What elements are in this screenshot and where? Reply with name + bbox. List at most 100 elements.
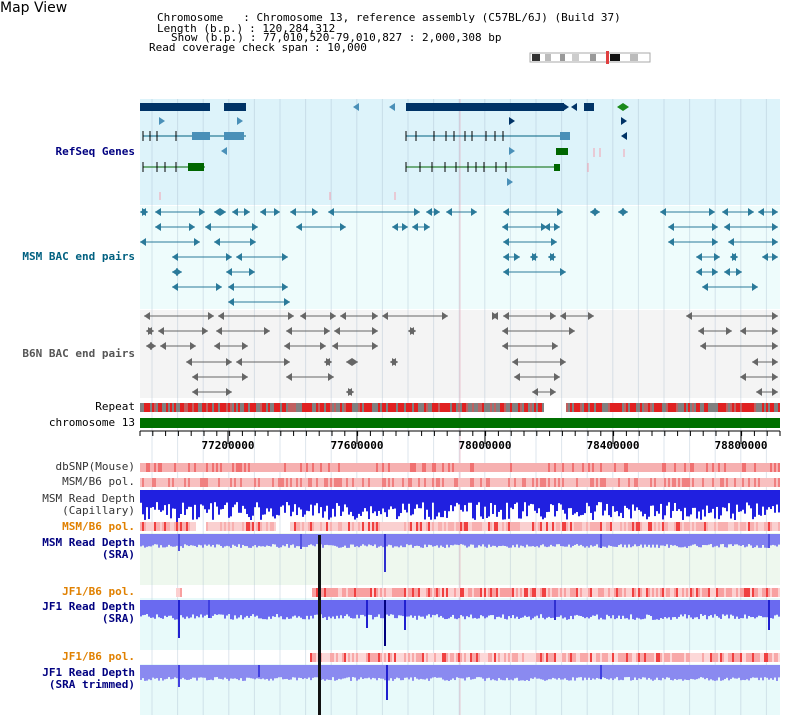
jf1-b6-pol-cell <box>726 588 728 597</box>
msm-depth-sra-bar <box>500 534 502 547</box>
msm-b6-pol-cell <box>198 478 200 487</box>
repeat-bar <box>580 403 582 412</box>
bac-end-arrow <box>514 253 520 261</box>
dbsnp-cell <box>390 463 392 472</box>
repeat-bar <box>328 403 330 412</box>
msm-b6-pol-cell <box>764 478 766 487</box>
track-label-b6n-bac[interactable]: B6N BAC end pairs <box>22 347 135 360</box>
msm-b6-pol2-cell <box>544 522 546 531</box>
repeat-bar <box>360 403 362 412</box>
msm-depth-cap-bar <box>282 490 284 506</box>
msm-b6-pol-cell <box>430 478 432 487</box>
repeat-bar <box>268 403 270 412</box>
track-label-msm-b6-pol2[interactable]: MSM/B6 pol. <box>62 520 135 533</box>
bac-end-arrow <box>192 388 198 396</box>
dbsnp-cell <box>146 463 148 472</box>
track-label-msm-depth-sra[interactable]: MSM Read Depth (SRA) <box>42 537 135 561</box>
repeat-bar <box>186 403 188 412</box>
jf1-b6-pol-cell <box>500 588 502 597</box>
msm-b6-pol2-cell <box>256 522 258 531</box>
repeat-bar <box>776 403 778 412</box>
jf1-depth-bar <box>672 600 674 618</box>
jf1-trim-bar <box>244 665 246 681</box>
track-label-msm-depth-cap[interactable]: MSM Read Depth (Capillary) <box>42 493 135 517</box>
dbsnp-cell <box>222 463 224 472</box>
dbsnp-cell <box>324 463 326 472</box>
track-label-chromosome[interactable]: chromosome 13 <box>48 416 135 429</box>
msm-b6-pol2-cell <box>296 522 298 531</box>
jf1-depth-bar <box>566 600 568 620</box>
msm-b6-pol-cell <box>524 478 526 487</box>
msm-depth-cap-bar <box>586 490 588 503</box>
jf1-trim-bar <box>144 665 146 681</box>
msm-depth-cap-bar <box>566 490 568 520</box>
jf1-depth-bar <box>630 600 632 615</box>
msm-depth-cap-bar <box>542 490 544 520</box>
msm-depth-sra-bar <box>152 534 154 546</box>
bac-end-arrow <box>544 223 550 231</box>
msm-b6-pol2-cell <box>274 522 276 531</box>
jf1-b6-pol2-cell <box>760 653 762 662</box>
track-label-dbsnp[interactable]: dbSNP(Mouse) <box>55 460 135 473</box>
msm-depth-sra-bar <box>394 534 396 547</box>
jf1-depth-bar <box>708 600 710 617</box>
msm-b6-pol2-cell <box>538 522 540 531</box>
msm-depth-sra-bar <box>420 534 422 548</box>
bac-end-arrow <box>312 208 318 216</box>
jf1-trim-bar <box>214 665 216 678</box>
track-label-jf1-trim[interactable]: JF1 Read Depth (SRA trimmed) <box>42 667 135 691</box>
jf1-b6-pol2-cell <box>596 653 598 662</box>
repeat-bar <box>416 403 418 412</box>
dbsnp-cell <box>160 463 162 472</box>
msm-b6-pol-cell <box>714 478 716 487</box>
track-label-refseq[interactable]: RefSeq Genes <box>55 145 135 158</box>
msm-b6-pol2-cell <box>570 522 572 531</box>
dbsnp-cell <box>652 463 654 472</box>
jf1-depth-bar <box>212 600 214 616</box>
jf1-depth-bar <box>224 600 226 619</box>
msm-b6-pol-cell <box>376 478 378 487</box>
msm-depth-cap-bar <box>660 490 662 504</box>
jf1-trim-bar <box>334 665 336 681</box>
repeat-bar <box>318 403 320 412</box>
msm-depth-sra-bar <box>504 534 506 546</box>
msm-depth-sra-bar <box>292 534 294 545</box>
jf1-trim-bar <box>638 665 640 679</box>
track-label-msm-b6-pol[interactable]: MSM/B6 pol. <box>62 475 135 488</box>
msm-b6-pol2-cell <box>324 522 326 531</box>
msm-depth-sra-bar <box>414 534 416 547</box>
msm-depth-cap-bar <box>702 490 704 510</box>
msm-b6-pol-cell <box>424 478 426 487</box>
jf1-depth-bar <box>408 600 410 617</box>
jf1-trim-bar <box>424 665 426 680</box>
msm-b6-pol-cell <box>650 478 652 487</box>
msm-b6-pol-cell <box>292 478 294 487</box>
jf1-depth-bar <box>414 600 416 616</box>
track-label-jf1-b6-pol2[interactable]: JF1/B6 pol. <box>62 650 135 663</box>
jf1-depth-bar <box>162 600 164 619</box>
dbsnp-cell <box>544 463 546 472</box>
strand-arrow <box>389 103 395 111</box>
track-label-msm-bac[interactable]: MSM BAC end pairs <box>22 250 135 263</box>
repeat-bar <box>612 403 614 412</box>
msm-b6-pol-cell <box>416 478 418 487</box>
dbsnp-cell <box>464 463 466 472</box>
jf1-trim-bar <box>254 665 256 680</box>
jf1-b6-pol-cell <box>632 588 634 597</box>
msm-depth-cap-bar <box>346 490 348 508</box>
jf1-depth-bar <box>270 600 272 619</box>
msm-depth-sra-bar <box>346 534 348 548</box>
track-label-jf1-b6-pol[interactable]: JF1/B6 pol. <box>62 585 135 598</box>
track-label-repeat[interactable]: Repeat <box>95 400 135 413</box>
msm-depth-cap-bar <box>162 490 164 511</box>
msm-depth-cap-bar <box>182 490 184 503</box>
msm-depth-cap-bar <box>682 490 684 520</box>
track-label-jf1-depth[interactable]: JF1 Read Depth (SRA) <box>42 601 135 625</box>
jf1-depth-bar <box>740 600 742 619</box>
msm-b6-pol2-cell <box>314 522 316 531</box>
msm-b6-pol2-cell <box>636 522 638 531</box>
msm-b6-pol-cell <box>520 478 522 487</box>
msm-b6-pol2-cell <box>376 522 378 531</box>
span-value: : 10,000 <box>313 41 367 54</box>
